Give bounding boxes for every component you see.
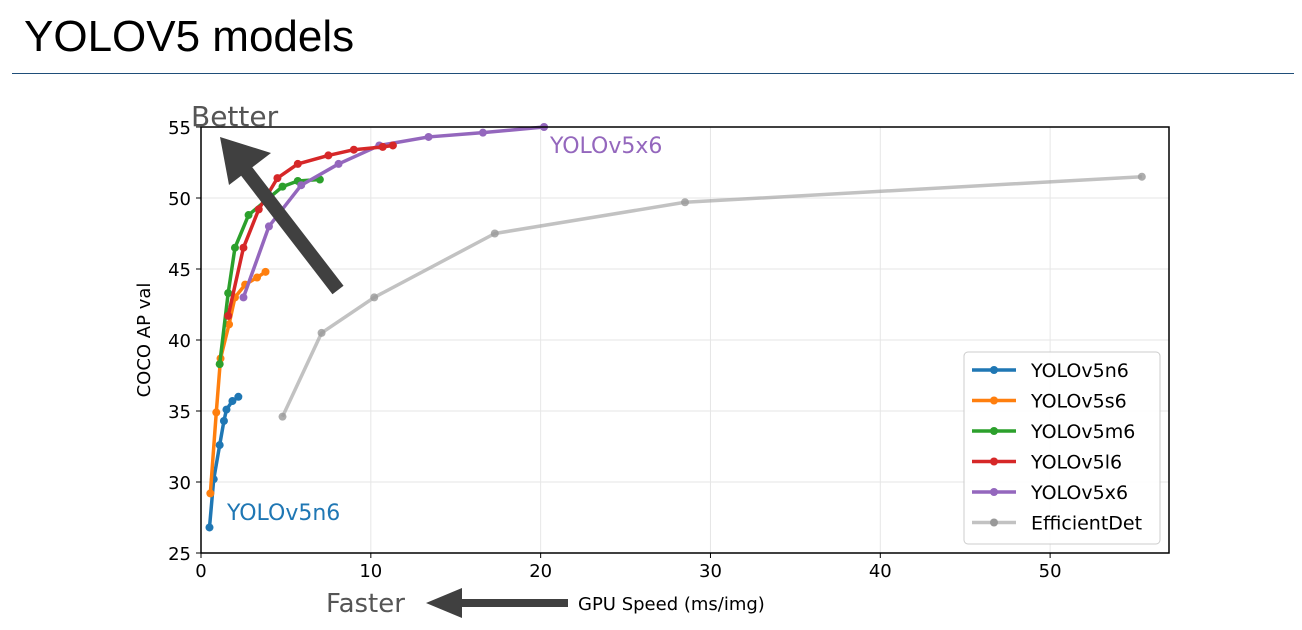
- legend-swatch-marker: [990, 518, 998, 527]
- data-point-yolov5x6: [424, 132, 433, 141]
- data-point-yolov5x6: [334, 159, 343, 168]
- series-layer: [205, 123, 1146, 532]
- legend-item-yolov5m6: YOLOv5m6: [972, 421, 1135, 443]
- data-point-yolov5n6: [205, 523, 214, 532]
- data-point-yolov5m6: [278, 182, 287, 191]
- faster-label: Faster: [326, 589, 405, 619]
- legend-swatch-marker: [990, 488, 998, 496]
- data-point-efficientdet: [370, 293, 379, 302]
- data-point-yolov5s6: [261, 267, 270, 276]
- data-point-yolov5n6: [219, 416, 228, 425]
- data-point-yolov5s6: [253, 273, 262, 282]
- title-divider: [12, 73, 1294, 74]
- y-axis-label: COCO AP val: [134, 283, 155, 398]
- legend-label: YOLOv5l6: [1030, 452, 1122, 474]
- legend-swatch-marker: [990, 366, 998, 374]
- legend-label: YOLOv5x6: [1030, 482, 1128, 504]
- legend-item-yolov5n6: YOLOv5n6: [972, 360, 1129, 382]
- data-point-yolov5l6: [224, 311, 233, 320]
- legend: YOLOv5n6 YOLOv5s6 YOLOv5m6 YOLOv5l6 YOLOv5x6…: [963, 351, 1161, 545]
- better-arrow: [220, 137, 344, 295]
- data-point-yolov5l6: [349, 145, 358, 154]
- axis-ticks: 0 10 20 30 40 50 25 30 35 40 45 50 55: [168, 118, 1061, 582]
- y-tick-label: 35: [168, 402, 191, 423]
- data-point-yolov5s6: [206, 489, 215, 498]
- y-tick-label: 30: [168, 473, 191, 494]
- legend-label: YOLOv5s6: [1030, 391, 1127, 413]
- data-point-yolov5x6: [478, 128, 487, 137]
- data-point-yolov5l6: [239, 243, 248, 252]
- legend-item-yolov5x6: YOLOv5x6: [972, 482, 1128, 504]
- series-yolov5l6: [224, 141, 397, 320]
- x-tick-label: 20: [529, 561, 552, 582]
- data-point-yolov5l6: [388, 141, 397, 150]
- annotation-yolov5x6: YOLOv5x6: [549, 134, 662, 159]
- data-point-yolov5m6: [224, 289, 233, 298]
- x-tick-label: 30: [699, 561, 722, 582]
- x-tick-label: 10: [359, 561, 382, 582]
- data-point-efficientdet: [278, 412, 287, 421]
- y-tick-label: 55: [168, 118, 191, 139]
- x-tick-label: 0: [195, 561, 206, 582]
- legend-item-yolov5s6: YOLOv5s6: [972, 391, 1127, 413]
- legend-swatch-marker: [990, 427, 998, 435]
- x-axis-label: GPU Speed (ms/img): [578, 594, 765, 615]
- legend-swatch-marker: [990, 457, 998, 466]
- series-yolov5m6: [215, 175, 324, 369]
- data-point-yolov5l6: [293, 159, 302, 168]
- y-tick-label: 45: [168, 260, 191, 281]
- data-point-yolov5m6: [244, 211, 253, 220]
- x-tick-label: 50: [1039, 561, 1062, 582]
- x-tick-label: 40: [869, 561, 892, 582]
- data-point-yolov5l6: [273, 174, 282, 183]
- data-point-yolov5n6: [228, 397, 237, 406]
- data-point-yolov5n6: [215, 441, 224, 450]
- series-line-yolov5x6: [241, 125, 545, 298]
- data-point-efficientdet: [1137, 172, 1146, 181]
- data-point-yolov5l6: [378, 142, 387, 151]
- data-point-yolov5x6: [297, 181, 306, 190]
- y-tick-label: 25: [168, 544, 191, 565]
- y-tick-label: 50: [168, 189, 191, 210]
- data-point-yolov5m6: [215, 360, 224, 369]
- data-point-yolov5n6: [222, 405, 231, 414]
- page-title: YOLOV5 models: [24, 12, 355, 61]
- data-point-efficientdet: [681, 198, 689, 207]
- legend-swatch-marker: [990, 396, 998, 405]
- series-line-efficientdet: [280, 174, 1142, 418]
- legend-label: YOLOv5n6: [1030, 360, 1129, 382]
- data-point-yolov5m6: [230, 243, 239, 252]
- y-tick-label: 40: [168, 331, 191, 352]
- legend-item-efficientdet: EfficientDet: [972, 513, 1142, 535]
- legend-item-yolov5l6: YOLOv5l6: [972, 452, 1122, 474]
- annotation-yolov5n6: YOLOv5n6: [226, 501, 340, 526]
- better-label: Better: [191, 100, 279, 133]
- data-point-yolov5x6: [264, 222, 273, 231]
- data-point-efficientdet: [490, 229, 499, 238]
- data-point-yolov5n6: [234, 392, 243, 401]
- legend-label: EfficientDet: [1031, 513, 1142, 535]
- data-point-yolov5l6: [254, 205, 263, 214]
- faster-arrow: [426, 588, 568, 618]
- legend-label: YOLOv5m6: [1030, 421, 1135, 443]
- data-point-yolov5l6: [324, 151, 333, 160]
- series-efficientdet: [278, 172, 1146, 421]
- data-point-yolov5s6: [212, 408, 221, 417]
- data-point-efficientdet: [317, 328, 326, 337]
- data-point-yolov5s6: [225, 320, 234, 329]
- series-yolov5s6: [206, 267, 270, 498]
- data-point-yolov5x6: [239, 293, 248, 302]
- series-yolov5x6: [239, 123, 549, 302]
